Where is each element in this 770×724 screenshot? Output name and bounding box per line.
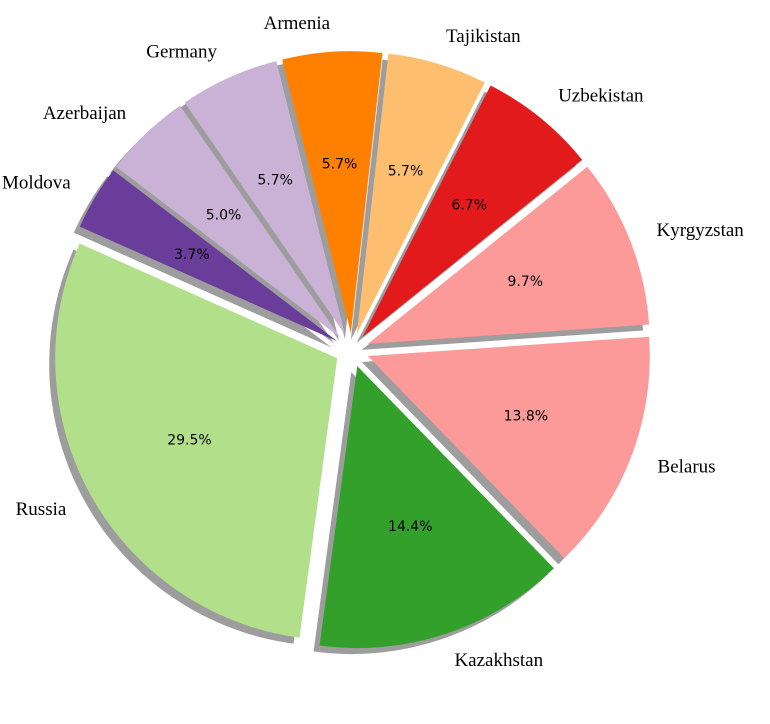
- slice-belarus: [367, 336, 650, 559]
- pct-label-kyrgyzstan: 9.7%: [507, 274, 543, 290]
- slice-uzbekistan: [362, 85, 583, 337]
- slice-moldova: [79, 170, 338, 342]
- pct-label-belarus: 13.8%: [504, 409, 548, 425]
- pct-label-germany: 5.7%: [257, 172, 293, 188]
- label-armenia: Armenia: [264, 13, 331, 34]
- slice-azerbaijan: [116, 105, 341, 338]
- slice-armenia: [282, 51, 383, 334]
- label-moldova: Moldova: [2, 173, 71, 194]
- slice-tajikistan: [356, 53, 485, 334]
- pct-label-moldova: 3.7%: [174, 247, 210, 263]
- label-kazakhstan: Kazakhstan: [454, 650, 543, 671]
- label-kyrgyzstan: Kyrgyzstan: [657, 220, 745, 241]
- slice-russia: [55, 243, 338, 638]
- slice-kazakhstan: [319, 366, 554, 649]
- pct-label-armenia: 5.7%: [322, 156, 358, 172]
- label-belarus: Belarus: [658, 456, 716, 477]
- pct-label-kazakhstan: 14.4%: [388, 519, 432, 535]
- slice-labels: Russia 29.5% Kazakhstan 14.4% Belarus 13.8% Ky…: [2, 13, 744, 671]
- slice-kyrgyzstan: [367, 166, 650, 344]
- label-russia: Russia: [16, 499, 67, 520]
- label-germany: Germany: [146, 42, 217, 63]
- slice-germany: [184, 61, 346, 335]
- pct-label-russia: 29.5%: [167, 433, 211, 449]
- pct-label-uzbekistan: 6.7%: [451, 197, 487, 213]
- label-uzbekistan: Uzbekistan: [558, 85, 644, 106]
- pct-label-azerbaijan: 5.0%: [206, 207, 242, 223]
- slice-wedges: [55, 51, 650, 649]
- label-tajikistan: Tajikistan: [446, 26, 521, 47]
- pct-label-tajikistan: 5.7%: [388, 164, 424, 180]
- label-azerbaijan: Azerbaijan: [43, 103, 127, 124]
